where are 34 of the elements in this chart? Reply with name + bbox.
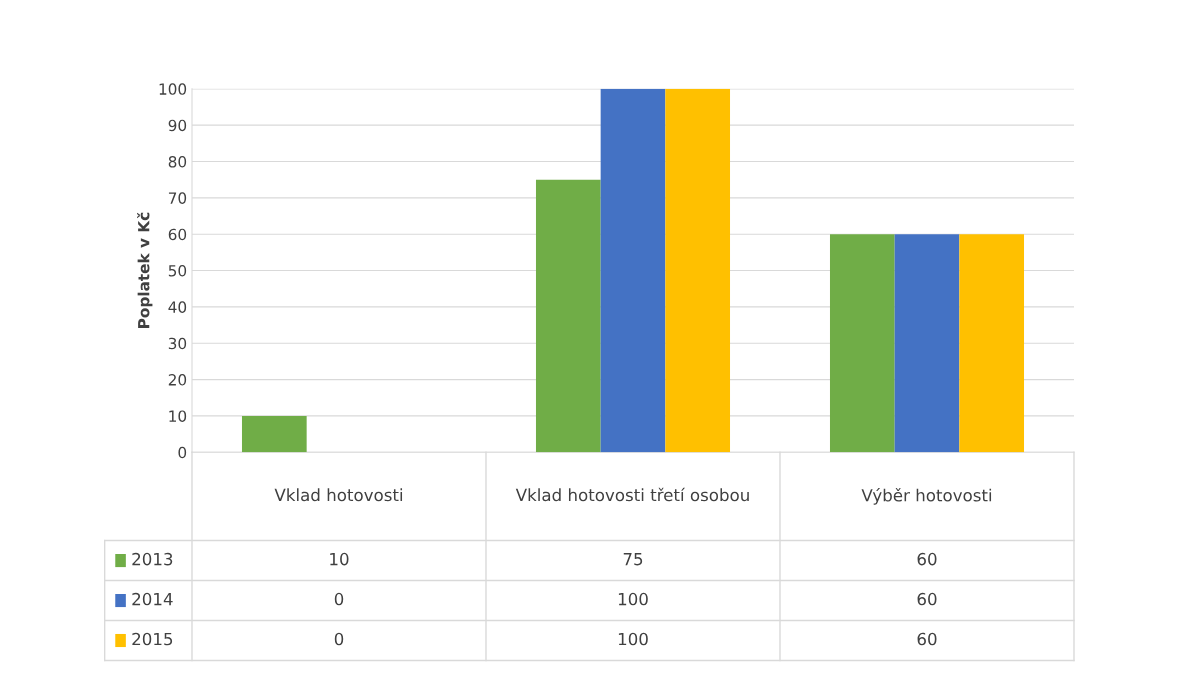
y-tick-label: 100	[159, 83, 187, 95]
data-label: 60	[917, 592, 937, 606]
data-label: 100	[618, 592, 648, 606]
y-axis-title: Poplatek v Kč	[137, 212, 153, 328]
y-tick-label: 0	[178, 446, 187, 459]
data-label: 100	[618, 632, 648, 646]
legend-label: 2013	[132, 552, 173, 566]
data-label: 60	[917, 552, 937, 566]
bar	[894, 234, 960, 453]
legend-label: 2014	[132, 592, 173, 606]
data-label: 10	[330, 552, 349, 566]
bar	[829, 234, 895, 453]
y-tick-label: 10	[169, 410, 187, 422]
y-tick-label: 40	[168, 301, 187, 313]
data-label: 60	[917, 632, 937, 646]
data-label: 0	[334, 632, 344, 646]
y-tick-label: 80	[168, 155, 187, 168]
data-label: 0	[334, 592, 344, 606]
y-tick-label: 50	[168, 265, 187, 277]
x-tick-label: Vklad hotovosti	[274, 488, 403, 502]
bar	[600, 88, 666, 453]
y-tick-label: 30	[168, 337, 187, 350]
bar	[241, 415, 307, 453]
y-tick-label: 90	[168, 119, 187, 132]
data-label: 75	[623, 553, 643, 566]
bar	[959, 234, 1025, 453]
x-tick-label: Vklad hotovosti třetí osobou	[515, 487, 749, 502]
legend-label: 2015	[132, 632, 173, 646]
y-tick-label: 60	[168, 228, 187, 241]
x-tick-label: Výběr hotovosti	[861, 488, 992, 505]
y-tick-label: 20	[168, 374, 187, 386]
bar	[665, 88, 731, 453]
bar	[535, 179, 601, 453]
y-tick-label: 70	[168, 192, 187, 204]
